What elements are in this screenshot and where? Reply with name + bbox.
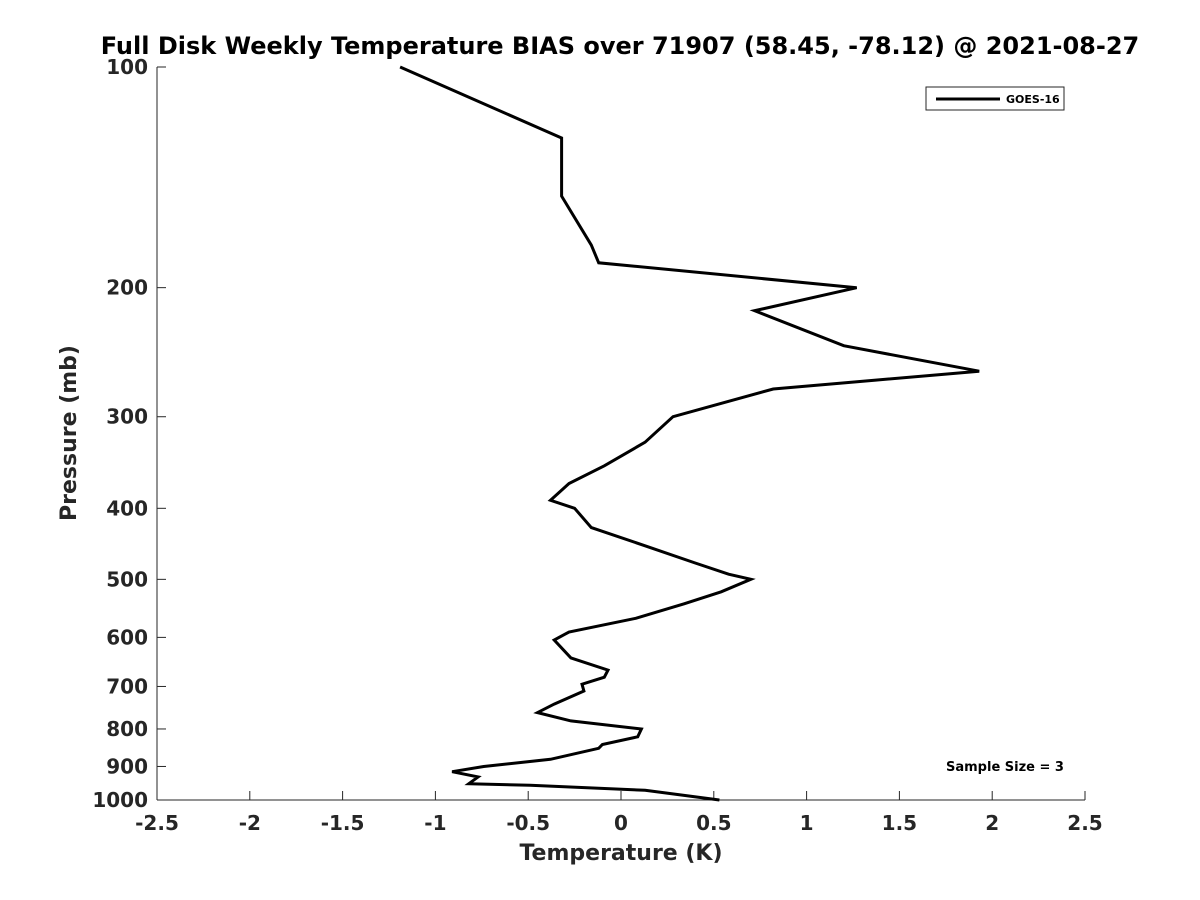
x-tick-label: -1.5 (321, 811, 365, 835)
x-tick-label: 2.5 (1067, 811, 1102, 835)
x-tick-label: -0.5 (506, 811, 550, 835)
x-tick-label: 2 (985, 811, 999, 835)
series-line-goes-16 (399, 65, 980, 802)
y-axis-label: Pressure (mb) (57, 345, 82, 521)
y-tick-label: 200 (106, 276, 148, 300)
x-tick-label: 0.5 (696, 811, 731, 835)
x-tick-label: 0 (614, 811, 628, 835)
x-tick-label: 1 (800, 811, 814, 835)
y-tick-label: 500 (106, 567, 148, 591)
x-tick-label: -2.5 (135, 811, 179, 835)
y-tick-label: 800 (106, 717, 148, 741)
series-layer (399, 65, 980, 802)
y-tick-label: 100 (106, 55, 148, 79)
y-tick-label: 600 (106, 625, 148, 649)
chart-title: Full Disk Weekly Temperature BIAS over 7… (101, 32, 1140, 60)
y-tick-label: 700 (106, 674, 148, 698)
y-tick-label: 300 (106, 405, 148, 429)
y-tick-label: 900 (106, 754, 148, 778)
x-axis-label: Temperature (K) (519, 841, 722, 866)
y-tick-label: 1000 (92, 788, 148, 812)
x-tick-label: 1.5 (882, 811, 917, 835)
y-axis-ticks: 100 200 300 400 500 600 700 800 900 1000 (92, 55, 166, 812)
legend: GOES-16 (925, 86, 1065, 111)
x-tick-label: -2 (239, 811, 261, 835)
legend-series-label: GOES-16 (1006, 93, 1060, 106)
x-axis-ticks: -2.5 -2 -1.5 -1 -0.5 0 0.5 1 1.5 2 2.5 (135, 791, 1103, 835)
x-tick-label: -1 (424, 811, 446, 835)
plot-area: -2.5 -2 -1.5 -1 -0.5 0 0.5 1 1.5 2 2.5 100 200 300 40… (92, 55, 1102, 835)
sample-size-annotation: Sample Size = 3 (946, 760, 1064, 775)
y-tick-label: 400 (106, 496, 148, 520)
